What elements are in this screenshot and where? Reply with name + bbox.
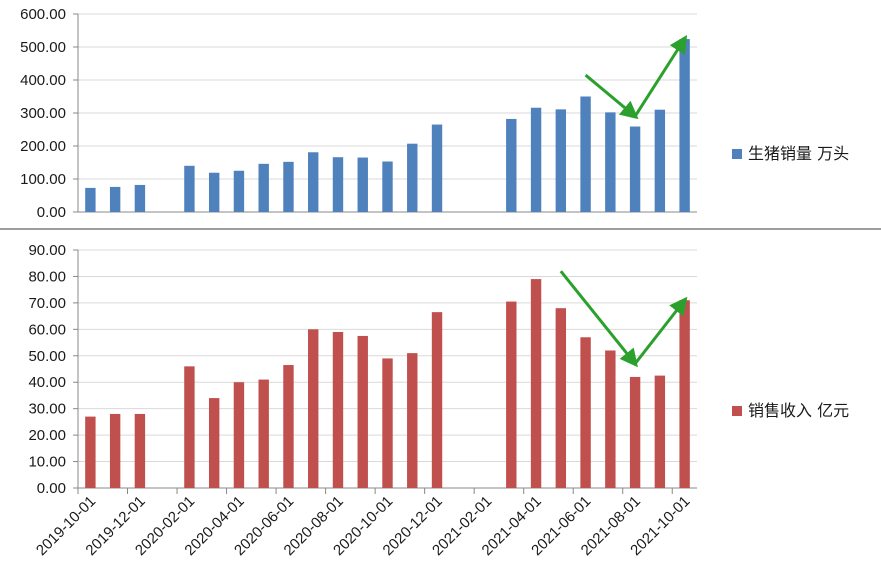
bar	[431, 312, 443, 488]
y-tick-label: 70.00	[28, 295, 66, 312]
legend-label: 生猪销量 万头	[748, 144, 849, 163]
bar	[407, 143, 418, 212]
bar	[85, 187, 96, 212]
y-tick-label: 200.00	[20, 138, 66, 155]
bar	[85, 416, 96, 488]
bar	[555, 308, 567, 488]
legend-swatch	[732, 406, 742, 416]
bar	[605, 350, 616, 488]
bar	[134, 184, 146, 212]
bar	[332, 331, 344, 488]
bar	[233, 170, 245, 212]
y-tick-label: 30.00	[28, 401, 66, 418]
bar	[283, 365, 294, 488]
bar	[605, 112, 616, 212]
y-tick-label: 60.00	[28, 321, 66, 338]
y-tick-label: 0.00	[37, 480, 66, 497]
bar	[382, 358, 393, 488]
bar	[184, 165, 195, 212]
bar	[679, 39, 690, 212]
bar	[208, 398, 220, 488]
trend-arrow	[559, 270, 638, 368]
bar	[629, 376, 641, 488]
y-tick-label: 300.00	[20, 105, 66, 122]
bar	[629, 126, 641, 212]
bar	[357, 335, 368, 488]
bar	[506, 301, 517, 488]
bar	[109, 413, 121, 488]
bar	[233, 382, 245, 488]
bar	[654, 109, 666, 212]
bar	[283, 161, 294, 212]
bar	[357, 157, 368, 212]
y-tick-label: 90.00	[28, 242, 66, 259]
y-tick-label: 400.00	[20, 72, 66, 89]
bar	[530, 279, 542, 488]
bar	[258, 379, 269, 488]
y-tick-label: 20.00	[28, 427, 66, 444]
bar	[208, 172, 220, 212]
bar	[506, 118, 517, 212]
bar	[109, 186, 121, 212]
trend-arrow	[633, 34, 688, 118]
bar	[431, 124, 443, 212]
y-tick-label: 500.00	[20, 39, 66, 56]
y-tick-label: 40.00	[28, 374, 66, 391]
bar	[382, 161, 393, 212]
bar	[407, 353, 418, 488]
bar	[308, 152, 319, 212]
bar	[184, 366, 195, 488]
bar	[332, 157, 344, 212]
legend-label: 销售收入 亿元	[748, 401, 849, 420]
pig-sales-chart: 0.00 100.00 200.00 300.00 400.00 500.00 600.00…	[20, 6, 849, 221]
y-tick-label: 50.00	[28, 348, 66, 365]
y-tick-label: 10.00	[28, 454, 66, 471]
bar	[258, 163, 269, 212]
y-tick-label: 600.00	[20, 6, 66, 23]
revenue-chart: 0.00 10.00 20.00 30.00 40.00 50.00 60.00 70.00 8…	[28, 242, 849, 559]
trend-arrow	[584, 73, 639, 120]
legend-swatch	[732, 149, 742, 159]
bar	[679, 300, 690, 488]
y-tick-label: 0.00	[37, 204, 66, 221]
bar	[134, 413, 146, 488]
bar	[580, 96, 591, 212]
bar	[580, 337, 591, 488]
y-tick-label: 80.00	[28, 268, 66, 285]
bar	[654, 375, 666, 488]
bar	[530, 107, 542, 212]
trend-arrow	[633, 296, 688, 365]
y-tick-label: 100.00	[20, 171, 66, 188]
bar	[555, 109, 567, 212]
bar	[308, 329, 319, 488]
